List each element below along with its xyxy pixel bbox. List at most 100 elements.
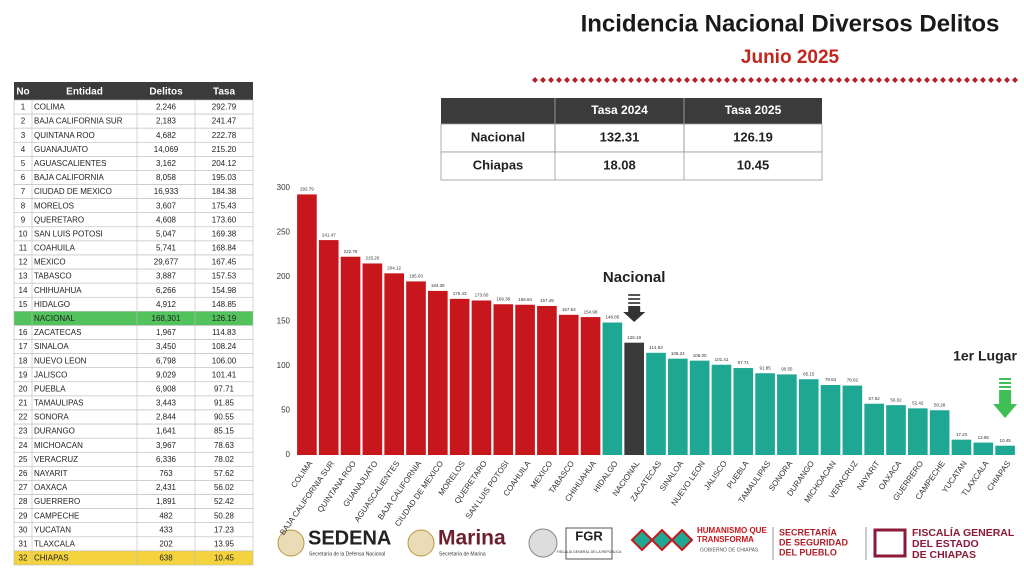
bar: [951, 439, 972, 455]
table-cell: 8: [21, 201, 26, 210]
annotation: 1er Lugar: [953, 348, 1017, 364]
table-cell: 91.85: [214, 399, 235, 408]
value-label: 101.41: [715, 357, 729, 362]
table-cell: 17: [19, 342, 28, 351]
sedena-logo: SEDENA: [308, 527, 391, 549]
table-cell: 78.02: [214, 455, 235, 464]
deco-diamond: [804, 77, 810, 83]
table-cell: 11: [19, 244, 28, 253]
value-label: 204.12: [387, 266, 401, 271]
table-cell: 173.60: [212, 215, 237, 224]
deco-diamond: [988, 77, 994, 83]
table-cell: MEXICO: [34, 258, 66, 267]
table-cell: 1,967: [156, 328, 177, 337]
table-cell: SAN LUIS POTOSI: [34, 229, 103, 238]
table-cell: 50.28: [214, 511, 235, 520]
value-label: 126.19: [627, 335, 641, 340]
summary-row: [440, 151, 823, 181]
table-cell: 22: [19, 413, 28, 422]
deco-diamond: [564, 77, 570, 83]
marina-emblem: [407, 529, 435, 557]
table-cell: 7: [21, 187, 26, 196]
bar: [842, 385, 863, 455]
bar: [318, 240, 339, 455]
deco-diamond: [676, 77, 682, 83]
table-cell: 2: [21, 117, 26, 126]
y-tick-label: 150: [277, 317, 291, 326]
deco-diamond: [748, 77, 754, 83]
deco-diamond: [724, 77, 730, 83]
ssp-line: SECRETARÍA: [779, 527, 837, 537]
deco-diamond: [876, 77, 882, 83]
value-label: 175.43: [453, 291, 467, 296]
summary-label: Nacional: [471, 129, 525, 144]
deco-diamond: [948, 77, 954, 83]
bar: [624, 342, 644, 455]
arrow-stripe: [628, 294, 641, 296]
y-tick-label: 100: [277, 361, 291, 370]
summary-value: 132.31: [600, 129, 640, 144]
table-cell: 215.20: [212, 145, 237, 154]
deco-diamond: [548, 77, 554, 83]
table-cell: 32: [19, 554, 28, 563]
deco-diamond: [972, 77, 978, 83]
chiapas-icon: [630, 528, 694, 552]
marina-sub: Secretaría de Marina: [439, 551, 486, 557]
table-cell: 169.38: [212, 229, 237, 238]
deco-diamond: [764, 77, 770, 83]
table-cell: 57.62: [214, 469, 235, 478]
fge-icon: [873, 528, 907, 558]
table-header: Delitos: [149, 87, 183, 98]
deco-diamond: [908, 77, 914, 83]
table-cell: 157.53: [212, 272, 237, 281]
bar: [428, 290, 448, 455]
deco-diamond: [540, 77, 546, 83]
summary-label: Chiapas: [473, 157, 524, 172]
fge-line: DEL ESTADO: [912, 538, 979, 550]
table-cell: 16: [19, 328, 28, 337]
table-cell: 763: [159, 469, 173, 478]
table-cell: 148.85: [212, 300, 237, 309]
deco-diamond: [684, 77, 690, 83]
table-cell: 3,967: [156, 441, 177, 450]
bar: [580, 317, 601, 455]
deco-diamond: [588, 77, 594, 83]
deco-diamond: [892, 77, 898, 83]
value-label: 148.85: [605, 315, 619, 320]
value-label: 215.20: [365, 256, 379, 261]
table-cell: 126.19: [212, 314, 237, 323]
value-label: 78.63: [825, 377, 837, 382]
value-label: 195.03: [409, 274, 423, 279]
table-cell: 482: [159, 511, 173, 520]
deco-diamond: [756, 77, 762, 83]
summary-header: Tasa 2025: [725, 103, 782, 117]
deco-diamond: [852, 77, 858, 83]
bar: [668, 358, 688, 455]
table-cell: 167.45: [212, 258, 237, 267]
subtitle: Junio 2025: [741, 47, 840, 68]
table-cell: 2,844: [156, 413, 177, 422]
value-label: 91.85: [759, 365, 771, 370]
table-cell: 15: [19, 300, 28, 309]
table-cell: DURANGO: [34, 427, 75, 436]
deco-diamond: [836, 77, 842, 83]
table-cell: 3,450: [156, 342, 177, 351]
bar: [973, 442, 994, 455]
value-label: 17.23: [956, 432, 968, 437]
deco-diamond: [596, 77, 602, 83]
bar: [646, 352, 666, 455]
arrow-stripe: [628, 302, 641, 304]
table-cell: 26: [19, 469, 28, 478]
value-label: 50.28: [934, 402, 946, 407]
table-cell: MORELOS: [34, 201, 74, 210]
table-cell: 56.02: [214, 483, 235, 492]
deco-diamond: [572, 77, 578, 83]
table-cell: 14,069: [154, 145, 179, 154]
fgr-emblem: [528, 528, 558, 558]
table-cell: 5,741: [156, 244, 177, 253]
title: Incidencia Nacional Diversos Delitos: [581, 10, 1000, 37]
y-tick-label: 50: [281, 406, 290, 415]
deco-diamond: [940, 77, 946, 83]
summary-value: 18.08: [603, 157, 636, 172]
bar: [384, 273, 404, 455]
